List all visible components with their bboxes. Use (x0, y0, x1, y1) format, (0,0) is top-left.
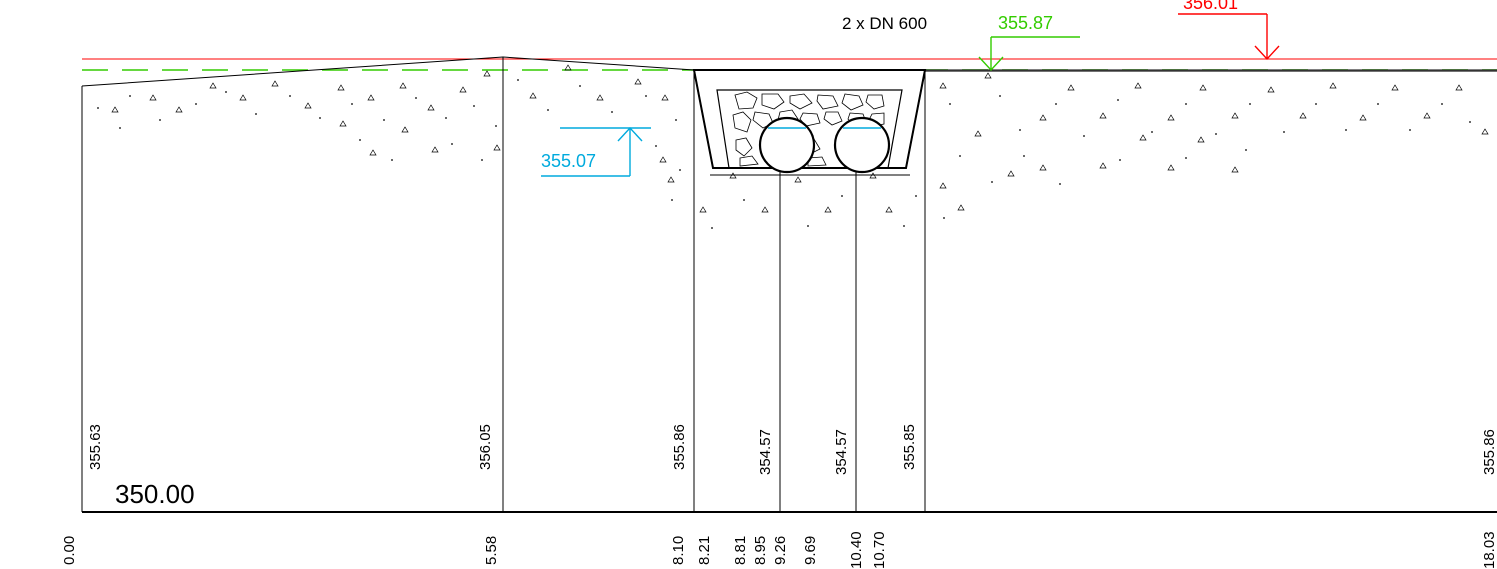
pipe-right (833, 116, 891, 174)
cyan-level-marker: 355.07 (541, 126, 651, 177)
elevation-label: 355.86 (671, 424, 688, 470)
pipes (758, 116, 891, 174)
red-level-text: 356.01 (1183, 0, 1238, 13)
station-label: 8.95 (752, 536, 769, 565)
soil-dots (97, 79, 1471, 229)
pipe-label: 2 x DN 600 (842, 14, 927, 33)
station-label: 10.40 (848, 531, 865, 569)
elevation-label: 354.57 (757, 429, 774, 475)
station-label: 0.00 (61, 536, 78, 565)
elevation-label: 355.63 (87, 424, 104, 470)
station-label: 18.03 (1481, 531, 1497, 569)
soil-hatching (111, 64, 1489, 213)
red-level-marker: 356.01 (1178, 0, 1280, 61)
station-label: 8.10 (670, 536, 687, 565)
station-label: 8.81 (732, 536, 749, 565)
station-label: 9.26 (772, 536, 789, 565)
elevation-label: 355.86 (1481, 429, 1497, 475)
cyan-level-text: 355.07 (541, 151, 596, 171)
green-level-text: 355.87 (998, 13, 1053, 33)
station-label: 9.69 (802, 536, 819, 565)
elevation-label: 354.57 (833, 429, 850, 475)
green-level-marker: 355.87 (978, 13, 1080, 72)
station-label: 5.58 (483, 536, 500, 565)
station-label: 10.70 (871, 531, 888, 569)
elevation-label: 355.85 (901, 424, 918, 470)
station-label: 8.21 (696, 536, 713, 565)
pipe-left (758, 116, 816, 174)
elevation-label: 356.05 (477, 424, 494, 470)
datum-label: 350.00 (115, 479, 195, 509)
culvert-trench (692, 69, 927, 176)
